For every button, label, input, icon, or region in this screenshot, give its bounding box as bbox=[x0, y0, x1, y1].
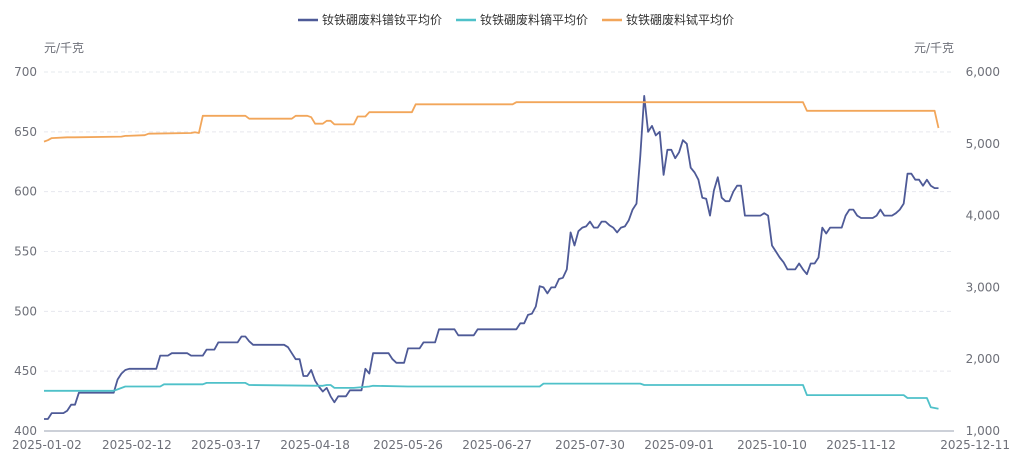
right-axis-unit: 元/千克 bbox=[914, 41, 954, 55]
legend-item-tb[interactable]: 钕铁硼废料铽平均价 bbox=[602, 12, 734, 27]
x-tick-label: 2025-04-18 bbox=[280, 438, 350, 452]
x-axis: 2025-01-02 2025-02-12 2025-03-17 2025-04-18… bbox=[12, 430, 1010, 452]
x-tick-label: 2025-11-12 bbox=[826, 438, 896, 452]
x-tick-label: 2025-05-26 bbox=[373, 438, 443, 452]
left-axis-unit: 元/千克 bbox=[44, 41, 84, 55]
series-layer bbox=[43, 95, 940, 420]
right-tick-label: 1,000 bbox=[966, 424, 1000, 438]
right-tick-label: 2,000 bbox=[966, 352, 1000, 366]
x-tick-label: 2025-01-02 bbox=[12, 438, 82, 452]
right-tick-label: 4,000 bbox=[966, 209, 1000, 223]
left-tick-label: 700 bbox=[14, 65, 37, 79]
legend[interactable]: 钕铁硼废料镨钕平均价 钕铁硼废料镝平均价 钕铁硼废料铽平均价 bbox=[298, 12, 734, 27]
x-tick-label: 2025-09-01 bbox=[644, 438, 714, 452]
left-tick-label: 600 bbox=[14, 185, 37, 199]
right-axis: 1,000 2,000 3,000 4,000 5,000 6,000 bbox=[966, 65, 1000, 438]
x-tick-label: 2025-06-27 bbox=[462, 438, 532, 452]
x-tick-label: 2025-12-11 bbox=[940, 438, 1010, 452]
right-tick-label: 3,000 bbox=[966, 280, 1000, 294]
left-tick-label: 650 bbox=[14, 125, 37, 139]
legend-label-tb: 钕铁硼废料铽平均价 bbox=[626, 12, 734, 27]
left-tick-label: 550 bbox=[14, 245, 37, 259]
right-tick-label: 5,000 bbox=[966, 137, 1000, 151]
legend-item-pr-nd[interactable]: 钕铁硼废料镨钕平均价 bbox=[298, 12, 442, 27]
legend-label-pr-nd: 钕铁硼废料镨钕平均价 bbox=[322, 12, 442, 27]
legend-label-dy: 钕铁硼废料镝平均价 bbox=[480, 12, 588, 27]
grid bbox=[44, 71, 954, 432]
right-tick-label: 6,000 bbox=[966, 65, 1000, 79]
x-tick-label: 2025-02-12 bbox=[102, 438, 172, 452]
x-tick-label: 2025-07-30 bbox=[555, 438, 625, 452]
series-line-dy[interactable] bbox=[44, 382, 939, 410]
left-tick-label: 500 bbox=[14, 304, 37, 318]
left-tick-label: 450 bbox=[14, 364, 37, 378]
left-axis: 400 450 500 550 600 650 700 bbox=[14, 65, 37, 438]
x-tick-label: 2025-03-17 bbox=[191, 438, 261, 452]
series-line-pr-nd[interactable] bbox=[44, 95, 939, 420]
x-tick-label: 2025-10-10 bbox=[737, 438, 807, 452]
series-line-tb[interactable] bbox=[43, 101, 940, 143]
left-tick-label: 400 bbox=[14, 424, 37, 438]
legend-item-dy[interactable]: 钕铁硼废料镝平均价 bbox=[456, 12, 588, 27]
